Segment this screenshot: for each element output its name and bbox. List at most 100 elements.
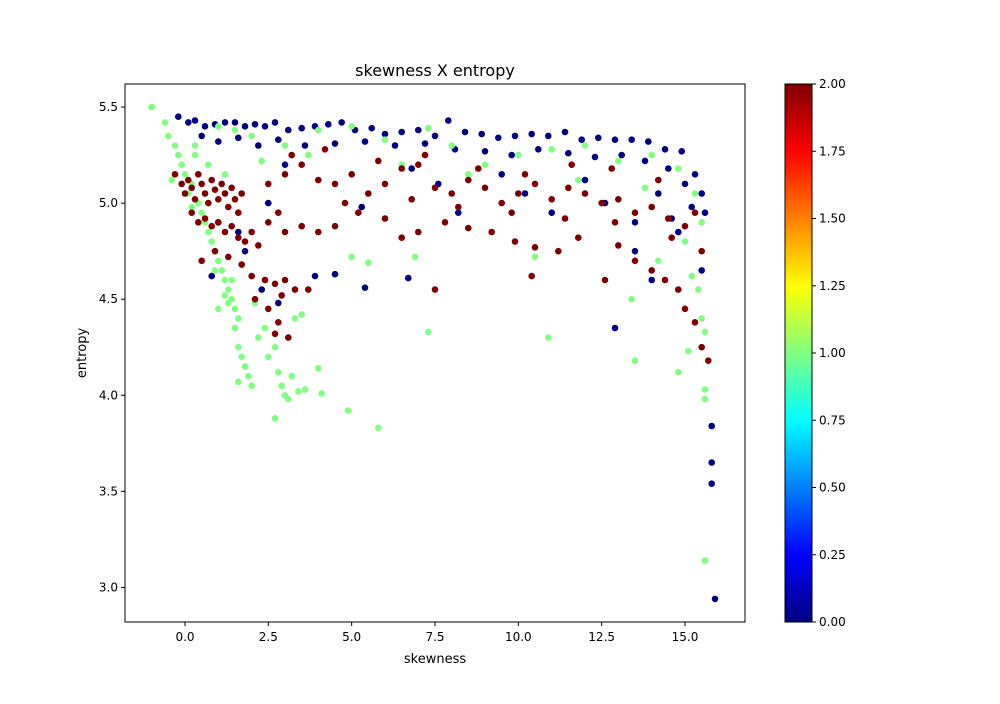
data-point [331, 270, 339, 278]
data-point [465, 171, 472, 178]
data-point [475, 165, 482, 172]
data-point [595, 134, 602, 142]
data-point [208, 222, 215, 230]
data-point [225, 286, 232, 293]
data-point [171, 171, 179, 178]
data-point [521, 190, 529, 197]
colorbar-tick-label: 0.00 [819, 615, 846, 629]
data-point [691, 319, 699, 326]
data-point [511, 238, 519, 245]
data-point [611, 219, 619, 226]
data-point [365, 190, 372, 197]
data-point [631, 357, 639, 365]
data-point [241, 238, 249, 245]
data-point [168, 176, 175, 184]
data-point [398, 128, 406, 136]
data-point [248, 272, 255, 280]
data-point [208, 238, 215, 245]
colorbar-tick-label: 0.75 [819, 413, 846, 427]
data-point [295, 388, 302, 395]
data-point [345, 407, 352, 414]
data-point [521, 171, 529, 178]
colorbar-tick-label: 1.25 [819, 279, 846, 293]
data-point [425, 124, 432, 132]
data-point [455, 203, 462, 211]
x-tick-label: 0.0 [175, 630, 194, 644]
data-point [195, 219, 202, 226]
data-point [628, 295, 635, 303]
data-point [285, 126, 292, 134]
y-tick-label: 4.5 [99, 292, 118, 306]
x-axis-label: skewness [404, 652, 466, 667]
scatter-points [148, 103, 719, 603]
data-point [545, 334, 552, 341]
y-tick-label: 3.0 [99, 580, 118, 594]
data-point [578, 136, 585, 143]
data-point [555, 247, 562, 255]
data-point [271, 343, 279, 351]
data-point [235, 315, 242, 322]
data-point [685, 347, 692, 355]
data-point [515, 151, 522, 159]
data-point [215, 257, 222, 265]
data-point [591, 153, 599, 161]
data-point [648, 151, 655, 159]
y-tick-label: 5.0 [99, 196, 118, 210]
data-point [221, 119, 229, 126]
colorbar-tick-label: 0.50 [819, 481, 846, 495]
data-point [675, 286, 682, 293]
data-point [211, 267, 219, 274]
data-point [421, 140, 429, 147]
data-point [528, 272, 535, 280]
data-point [711, 595, 719, 603]
data-point [261, 276, 269, 284]
data-point [191, 142, 199, 149]
data-point [675, 228, 682, 236]
data-point [231, 305, 239, 313]
data-point [575, 176, 582, 184]
data-point [208, 272, 215, 280]
data-point [348, 123, 356, 130]
data-point [218, 267, 225, 274]
data-point [661, 276, 669, 284]
data-point [448, 142, 456, 149]
data-point [331, 140, 339, 147]
data-point [631, 209, 639, 216]
data-point [318, 390, 326, 397]
data-point [254, 334, 262, 341]
data-point [178, 161, 185, 168]
data-point [325, 121, 332, 128]
data-point [548, 209, 555, 216]
data-point [445, 117, 452, 124]
data-point [698, 343, 705, 351]
data-point [645, 138, 652, 145]
data-point [561, 215, 569, 222]
data-point [561, 128, 569, 136]
data-point [188, 184, 195, 192]
data-point [361, 138, 369, 145]
data-point [331, 222, 339, 230]
data-point [235, 228, 242, 236]
data-point [211, 186, 219, 193]
data-point [461, 128, 469, 136]
data-point [375, 424, 382, 432]
data-point [148, 103, 155, 111]
data-point [455, 209, 462, 216]
data-point [478, 130, 486, 138]
data-point [311, 272, 319, 280]
data-point [415, 228, 422, 236]
data-point [305, 286, 312, 293]
data-point [698, 267, 705, 274]
colorbar-tick-label: 1.75 [819, 144, 846, 158]
data-point [235, 343, 242, 351]
data-point [181, 171, 189, 178]
colorbar-tick-label: 1.00 [819, 346, 846, 360]
data-point [415, 161, 422, 168]
data-point [238, 190, 245, 197]
data-point [688, 203, 695, 211]
data-point [481, 148, 489, 155]
data-point [548, 196, 555, 203]
data-point [285, 395, 292, 403]
colorbar-tick-label: 2.00 [819, 77, 846, 91]
data-point [185, 119, 192, 126]
